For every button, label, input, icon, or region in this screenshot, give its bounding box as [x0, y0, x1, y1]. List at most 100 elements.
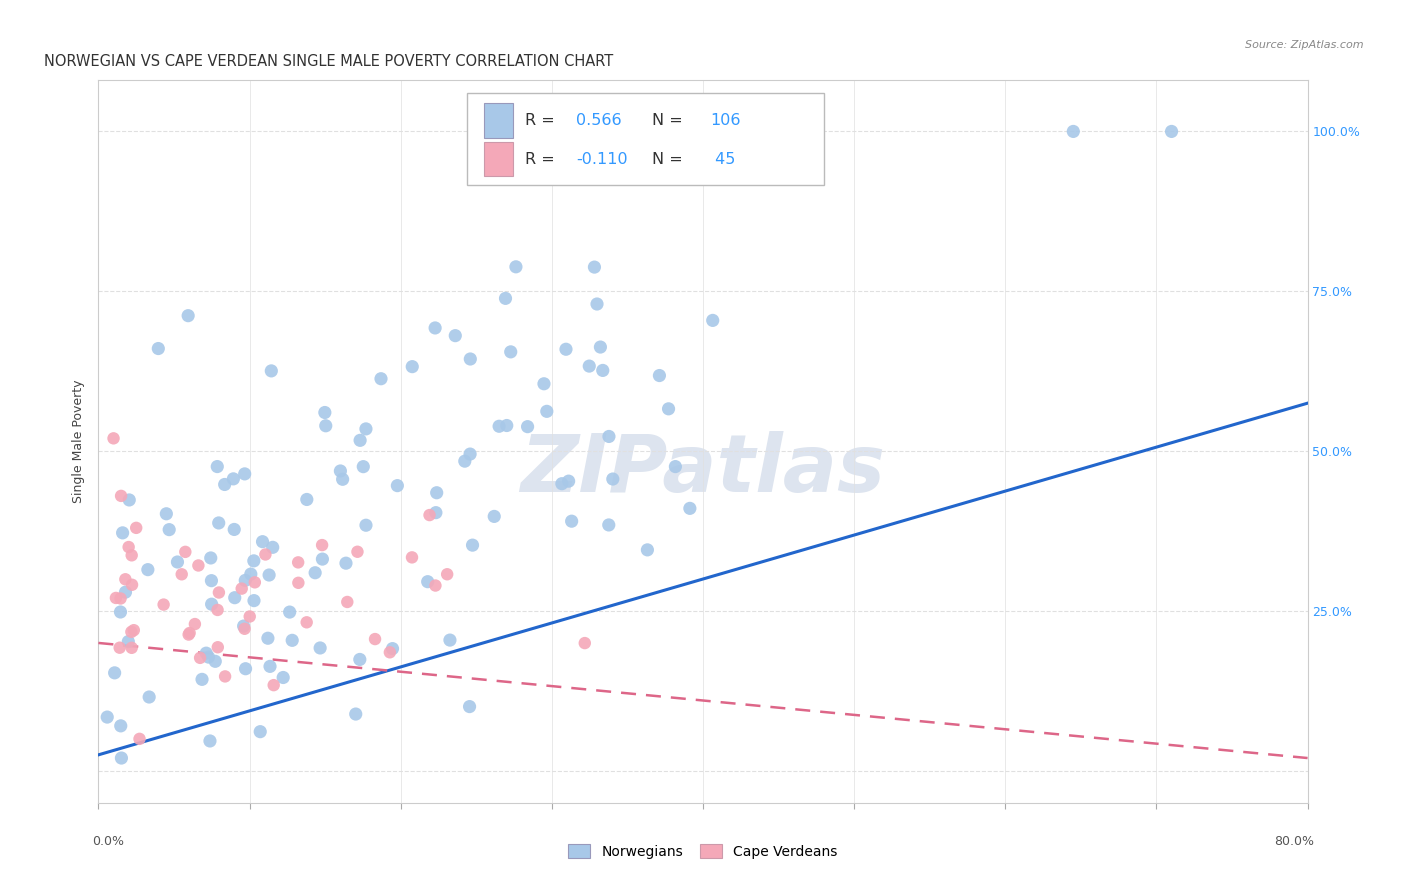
Point [122, 623, 145, 637]
Point [335, 556, 357, 570]
Point [484, 509, 506, 524]
Legend: Norwegians, Cape Verdeans: Norwegians, Cape Verdeans [562, 838, 844, 864]
Point [314, 405, 336, 419]
Point [204, 654, 226, 668]
Point [138, 690, 160, 704]
Point [260, 364, 283, 378]
Point [103, 431, 125, 445]
Point [224, 591, 246, 605]
Point [224, 523, 246, 537]
Point [214, 477, 236, 491]
Point [96, 710, 118, 724]
Point [387, 478, 409, 492]
Text: 45: 45 [710, 152, 735, 167]
Point [598, 429, 620, 443]
Point [262, 541, 284, 555]
Point [208, 516, 231, 530]
Point [495, 292, 517, 306]
Point [458, 699, 481, 714]
Point [198, 734, 221, 748]
Text: 106: 106 [710, 113, 741, 128]
Point [117, 634, 139, 648]
Point [118, 492, 141, 507]
Text: NORWEGIAN VS CAPE VERDEAN SINGLE MALE POVERTY CORRELATION CHART: NORWEGIAN VS CAPE VERDEAN SINGLE MALE PO… [44, 54, 613, 70]
Text: Source: ZipAtlas.com: Source: ZipAtlas.com [1246, 40, 1364, 50]
Point [174, 545, 197, 559]
Point [401, 359, 423, 374]
Point [702, 313, 724, 327]
Point [187, 558, 209, 573]
Point [454, 454, 477, 468]
Point [592, 363, 614, 377]
Point [664, 459, 686, 474]
Point [257, 632, 280, 646]
Point [557, 474, 579, 488]
Point [252, 534, 274, 549]
Point [418, 508, 440, 522]
Point [425, 506, 447, 520]
FancyBboxPatch shape [484, 103, 513, 138]
Point [416, 574, 439, 589]
Point [461, 538, 484, 552]
Point [200, 551, 222, 566]
Point [1062, 124, 1084, 138]
Point [423, 321, 446, 335]
FancyBboxPatch shape [484, 142, 513, 177]
Point [349, 652, 371, 666]
Point [295, 615, 318, 630]
Point [243, 575, 266, 590]
Point [561, 514, 583, 528]
Point [259, 659, 281, 673]
Point [304, 566, 326, 580]
Point [104, 591, 127, 605]
Point [257, 568, 280, 582]
Point [370, 372, 392, 386]
Point [249, 724, 271, 739]
Point [111, 525, 134, 540]
Point [191, 673, 214, 687]
Point [1160, 124, 1182, 138]
Point [239, 567, 262, 582]
Point [602, 472, 624, 486]
Point [254, 548, 277, 562]
Point [488, 419, 510, 434]
Point [287, 555, 309, 569]
Point [155, 507, 177, 521]
Point [120, 624, 142, 639]
Text: 0.566: 0.566 [576, 113, 621, 128]
Point [589, 340, 612, 354]
Point [114, 585, 136, 599]
Point [309, 640, 332, 655]
Point [329, 464, 352, 478]
FancyBboxPatch shape [467, 93, 824, 185]
Point [121, 549, 143, 563]
Point [110, 605, 132, 619]
Point [460, 351, 482, 366]
Point [344, 706, 367, 721]
Point [574, 636, 596, 650]
Point [311, 538, 333, 552]
Point [295, 492, 318, 507]
Point [598, 518, 620, 533]
Point [243, 593, 266, 607]
Point [148, 342, 170, 356]
Point [354, 518, 377, 533]
Point [332, 472, 354, 486]
Point [243, 554, 266, 568]
Point [364, 632, 387, 646]
Point [128, 731, 150, 746]
Point [177, 627, 200, 641]
Point [207, 640, 229, 655]
Point [533, 376, 555, 391]
Point [108, 640, 131, 655]
Point [271, 671, 294, 685]
Point [657, 401, 679, 416]
Point [315, 418, 337, 433]
Point [499, 344, 522, 359]
Point [281, 633, 304, 648]
Point [188, 651, 211, 665]
Point [177, 309, 200, 323]
Point [578, 359, 600, 373]
Point [555, 343, 578, 357]
Point [152, 598, 174, 612]
